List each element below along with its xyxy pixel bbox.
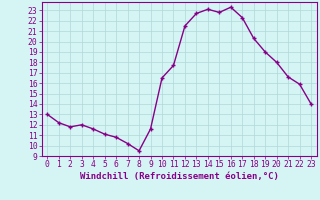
X-axis label: Windchill (Refroidissement éolien,°C): Windchill (Refroidissement éolien,°C)	[80, 172, 279, 181]
